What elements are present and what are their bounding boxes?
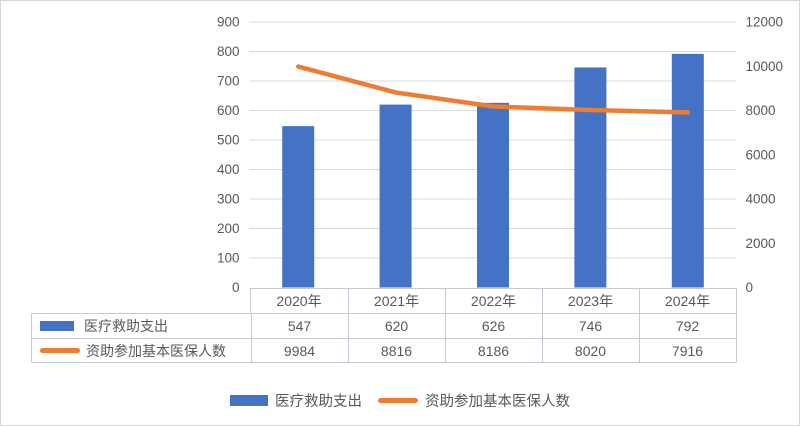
left-axis-tick: 0 xyxy=(232,280,240,295)
right-axis-tick: 0 xyxy=(746,280,754,295)
legend-bar-label: 医疗救助支出 xyxy=(275,393,362,410)
value-cell: 7916 xyxy=(638,338,736,362)
data-table-header-row: 2020年 2021年 2022年 2023年 2024年 xyxy=(249,287,737,313)
right-axis-tick: 4000 xyxy=(746,192,776,207)
left-axis-tick: 400 xyxy=(217,162,240,177)
left-axis-tick: 700 xyxy=(217,74,240,89)
legend-bar-swatch xyxy=(230,394,268,406)
right-axis-tick: 8000 xyxy=(746,103,776,118)
year-cell: 2023年 xyxy=(541,288,639,313)
left-axis-tick: 300 xyxy=(217,192,240,207)
year-cell: 2024年 xyxy=(638,288,736,313)
table-row-label: 资助参加基本医保人数 xyxy=(32,338,251,362)
combo-chart-canvas: 0 100 200 300 400 500 600 700 800 900 0 2000 4000 600… xyxy=(217,15,784,296)
bar-2024年 xyxy=(671,53,704,288)
chart-legend: 医疗救助支出 资助参加基本医保人数 xyxy=(1,390,799,410)
table-legend-bar-swatch xyxy=(40,321,74,331)
left-axis-tick: 200 xyxy=(217,221,240,236)
right-axis-tick: 2000 xyxy=(746,236,776,251)
value-cell: 547 xyxy=(250,314,348,338)
left-axis-tick: 100 xyxy=(217,251,240,266)
right-axis-ticks: 0 2000 4000 6000 8000 10000 12000 xyxy=(746,15,784,296)
year-cell: 2020年 xyxy=(276,292,322,309)
year-cell: 2022年 xyxy=(444,288,542,313)
data-table-body: 医疗救助支出 547 620 626 746 792 资助参加基本医保人数 9984 8816 8… xyxy=(31,313,737,363)
left-axis-tick: 800 xyxy=(217,44,240,59)
year-cell: 2021年 xyxy=(347,288,445,313)
bar-2022年 xyxy=(477,102,509,288)
value-cell: 626 xyxy=(444,314,542,338)
series-name: 医疗救助支出 xyxy=(84,318,168,334)
left-axis-tick: 500 xyxy=(217,133,240,148)
left-axis-tick: 600 xyxy=(217,103,240,118)
right-axis-tick: 6000 xyxy=(746,147,776,162)
right-axis-tick: 12000 xyxy=(746,15,784,30)
left-axis-ticks: 0 100 200 300 400 500 600 700 800 900 xyxy=(217,15,240,296)
value-cell: 620 xyxy=(347,314,445,338)
value-cell: 792 xyxy=(638,314,736,338)
legend-line-swatch xyxy=(378,397,418,403)
bar-2021年 xyxy=(379,104,412,288)
value-cell: 9984 xyxy=(250,338,348,362)
table-row-label: 医疗救助支出 xyxy=(32,314,251,338)
value-cell: 8816 xyxy=(347,338,445,362)
value-cell: 8186 xyxy=(444,338,542,362)
series-name: 资助参加基本医保人数 xyxy=(86,342,226,359)
legend-line-label: 资助参加基本医保人数 xyxy=(425,393,570,410)
value-cell: 8020 xyxy=(541,338,639,362)
bar-2023年 xyxy=(574,67,607,288)
bar-2020年 xyxy=(282,126,315,288)
bar-series xyxy=(282,53,704,288)
right-axis-tick: 10000 xyxy=(746,59,784,74)
table-legend-line-swatch xyxy=(40,348,80,353)
line-series xyxy=(295,64,691,115)
value-cell: 746 xyxy=(541,314,639,338)
trend-line xyxy=(295,64,691,115)
left-axis-tick: 900 xyxy=(217,15,240,30)
